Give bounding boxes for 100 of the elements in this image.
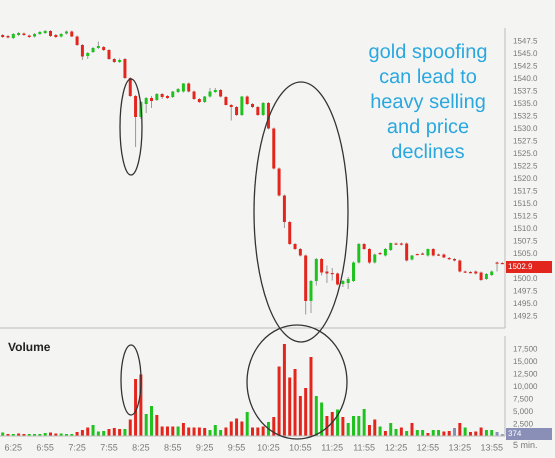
bar bbox=[448, 431, 451, 436]
y-tick-label: 1500.0 bbox=[513, 274, 538, 283]
bar bbox=[112, 428, 116, 436]
candlestick bbox=[288, 220, 292, 246]
bar bbox=[246, 412, 249, 436]
bar bbox=[320, 402, 324, 436]
bar bbox=[107, 429, 110, 436]
bar bbox=[278, 366, 281, 436]
text: 1502.9 bbox=[506, 260, 552, 273]
text: 5 min. bbox=[513, 440, 538, 450]
bar bbox=[187, 428, 190, 436]
bar bbox=[294, 369, 297, 436]
bar bbox=[378, 426, 382, 436]
bar bbox=[128, 420, 132, 436]
y-tick-label: 1492.5 bbox=[513, 311, 538, 320]
bar bbox=[256, 428, 260, 436]
y-tick-label: 1507.5 bbox=[513, 236, 538, 246]
bar bbox=[251, 428, 254, 436]
candlestick bbox=[405, 242, 408, 262]
candlestick bbox=[182, 82, 185, 93]
candlestick bbox=[76, 35, 79, 46]
candlestick bbox=[320, 258, 324, 276]
y-tick-label: 1517.5 bbox=[513, 186, 538, 196]
y-tick-label: 12,500 bbox=[513, 369, 538, 378]
bar bbox=[432, 430, 435, 436]
bar bbox=[262, 426, 265, 436]
y-tick-label: 7,500 bbox=[513, 394, 534, 404]
bar bbox=[421, 430, 424, 436]
y-tick-label: 1527.5 bbox=[513, 136, 538, 146]
y-tick-label: 1497.5 bbox=[513, 286, 538, 296]
x-tick-label: 10:25 bbox=[257, 442, 280, 452]
bar bbox=[362, 409, 366, 436]
bar bbox=[134, 379, 138, 436]
bar bbox=[464, 428, 467, 436]
y-tick-label: 1535.0 bbox=[513, 98, 538, 108]
bar bbox=[484, 430, 488, 436]
bar bbox=[437, 430, 440, 436]
bar bbox=[373, 420, 376, 436]
bar bbox=[224, 428, 228, 436]
x-tick-label: 10:55 bbox=[289, 442, 312, 452]
bar bbox=[182, 423, 185, 436]
bar bbox=[298, 396, 302, 436]
y-tick-label: 5,000 bbox=[513, 406, 534, 416]
bar bbox=[384, 431, 387, 436]
bar bbox=[453, 428, 456, 436]
candlestick bbox=[134, 94, 138, 148]
candlestick bbox=[262, 102, 265, 116]
x-tick-label: 7:55 bbox=[100, 442, 118, 452]
candlestick bbox=[224, 96, 228, 106]
bar bbox=[282, 344, 286, 436]
candlestick bbox=[107, 48, 110, 60]
x-tick-label: 12:25 bbox=[384, 442, 408, 452]
bar bbox=[352, 416, 356, 436]
candlestick bbox=[368, 248, 371, 264]
bar bbox=[155, 415, 158, 436]
bar bbox=[123, 429, 126, 436]
bar bbox=[102, 431, 106, 436]
candlestick bbox=[144, 96, 148, 114]
bar bbox=[208, 430, 212, 436]
bar bbox=[160, 426, 164, 436]
x-tick-label: 7:25 bbox=[68, 442, 86, 452]
candlestick bbox=[373, 253, 376, 264]
bar bbox=[288, 378, 292, 436]
candlestick bbox=[192, 90, 196, 100]
candlestick bbox=[230, 104, 233, 121]
y-tick-label: 1512.5 bbox=[513, 211, 538, 220]
y-tick-label: 1495.0 bbox=[513, 298, 538, 308]
bar bbox=[346, 423, 350, 436]
candlestick bbox=[235, 106, 238, 116]
candlestick bbox=[123, 58, 126, 80]
y-tick-label: 1530.0 bbox=[513, 124, 538, 133]
x-tick-label: 8:55 bbox=[164, 442, 182, 452]
x-tick-label: 6:55 bbox=[36, 442, 54, 452]
y-tick-label: 2,500 bbox=[513, 419, 534, 428]
y-tick-label: 1510.0 bbox=[513, 224, 538, 233]
bar bbox=[150, 406, 154, 436]
bar bbox=[400, 428, 403, 436]
bar bbox=[203, 428, 206, 436]
bar bbox=[144, 414, 148, 436]
bar bbox=[458, 423, 462, 436]
x-tick-label: 8:25 bbox=[132, 442, 150, 452]
bar bbox=[405, 431, 408, 436]
bar bbox=[214, 425, 217, 436]
bar bbox=[86, 428, 90, 436]
chart-title: Volume bbox=[8, 340, 50, 354]
y-tick-label: 17,500 bbox=[513, 344, 538, 354]
bar bbox=[314, 396, 318, 436]
candlestick bbox=[357, 242, 360, 264]
y-tick-label: 15,000 bbox=[513, 356, 538, 366]
y-tick-label: 1505.0 bbox=[513, 248, 538, 258]
bar bbox=[176, 426, 180, 436]
bar bbox=[410, 423, 414, 436]
bar bbox=[171, 426, 174, 436]
y-tick-label: 1542.5 bbox=[513, 61, 538, 70]
candlestick bbox=[80, 44, 84, 60]
candlestick bbox=[314, 258, 318, 286]
bar bbox=[389, 423, 392, 436]
bar bbox=[304, 388, 308, 436]
bar bbox=[240, 422, 244, 436]
candlestick bbox=[458, 259, 462, 273]
